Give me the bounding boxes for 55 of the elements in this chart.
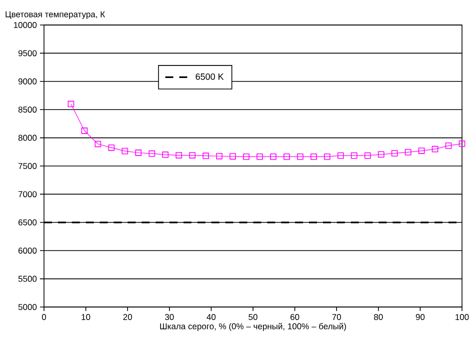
y-tick-label: 10000 xyxy=(14,22,37,28)
y-tick-label: 6000 xyxy=(18,248,37,254)
point xyxy=(122,148,128,154)
x-tick-label: 20 xyxy=(123,314,132,320)
point xyxy=(445,142,452,149)
point xyxy=(108,144,115,151)
y-tick-label: 7500 xyxy=(18,162,37,170)
x-tick-label: 40 xyxy=(206,314,216,320)
y-tick-label: 8000 xyxy=(18,134,37,141)
point xyxy=(378,151,384,158)
point xyxy=(216,152,222,160)
point xyxy=(364,152,371,159)
point xyxy=(458,140,466,147)
x-tick-label: 100 xyxy=(456,314,469,320)
y-axis-title: Цветовая температура, К xyxy=(6,11,106,19)
point xyxy=(94,140,102,148)
x-tick-label: 0 xyxy=(42,314,46,320)
point xyxy=(148,150,156,157)
y-tick-label: 5500 xyxy=(18,276,37,282)
point xyxy=(350,152,358,159)
y-tick-label: 6500 xyxy=(18,219,37,226)
point xyxy=(162,152,169,158)
point xyxy=(243,154,250,160)
x-tick-label: 30 xyxy=(165,314,174,320)
x-tick-label: 90 xyxy=(416,314,425,320)
x-tick-label: 60 xyxy=(290,314,300,320)
point xyxy=(418,148,425,154)
point xyxy=(176,152,182,158)
y-tick-label: 7000 xyxy=(18,191,37,198)
x-tick-label: 10 xyxy=(82,314,90,320)
point xyxy=(404,148,412,156)
point xyxy=(391,150,398,156)
point xyxy=(270,154,276,160)
y-tick-label: 9000 xyxy=(18,78,37,84)
point xyxy=(230,153,236,160)
y-tick-label: 5000 xyxy=(18,304,37,310)
point xyxy=(297,154,304,160)
x-tick-label: 50 xyxy=(248,314,258,320)
point xyxy=(284,154,290,160)
point xyxy=(310,154,317,160)
point xyxy=(135,150,142,156)
legend-label: 6500 K xyxy=(196,73,224,80)
y-tick-label: 8500 xyxy=(18,106,37,113)
point xyxy=(324,154,330,160)
x-axis-title: Шкала серого, % (0% – черный, 100% – белый) xyxy=(160,322,346,331)
point xyxy=(256,154,263,160)
point xyxy=(432,146,438,152)
point xyxy=(81,128,88,134)
point xyxy=(337,152,344,159)
point xyxy=(202,152,209,160)
point xyxy=(189,152,196,158)
point xyxy=(68,100,74,108)
x-tick-label: 80 xyxy=(374,314,383,320)
y-tick-label: 9500 xyxy=(18,50,37,56)
x-tick-label: 70 xyxy=(332,314,341,320)
